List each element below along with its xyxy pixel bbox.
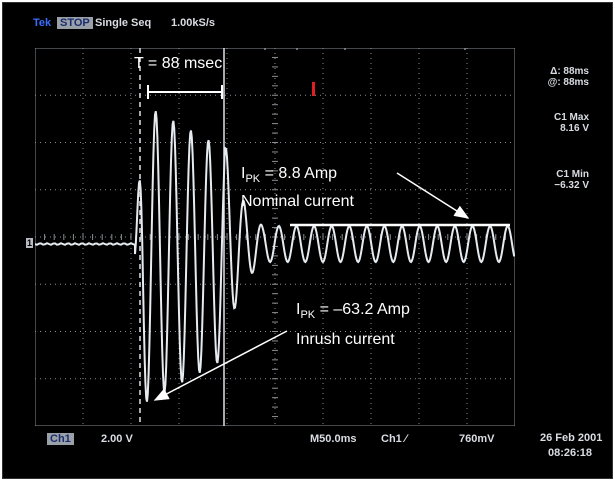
nominal-peak-label: IPK = 8.8 Amp bbox=[241, 165, 338, 186]
brand-logo: Tek bbox=[33, 17, 52, 29]
waveform-display bbox=[35, 48, 515, 426]
nominal-arrow bbox=[396, 172, 470, 219]
inrush-peak-label: IPK = –63.2 Amp bbox=[296, 301, 410, 322]
capture-date: 26 Feb 2001 bbox=[540, 432, 603, 444]
ch1-indicator: Ch1 bbox=[47, 433, 74, 445]
run-stop-status: STOP bbox=[57, 17, 93, 29]
c1-max-value: 8.16 V bbox=[560, 123, 589, 134]
cursor-delta-readout: Δ: 88ms bbox=[550, 66, 589, 77]
inrush-current-label: Inrush current bbox=[296, 331, 395, 348]
red-marker bbox=[312, 82, 315, 96]
trigger-source: Ch1 ∕ bbox=[381, 433, 407, 445]
period-bracket bbox=[147, 85, 223, 99]
c1-min-value: −6.32 V bbox=[554, 180, 589, 191]
nominal-current-label: Nominal current bbox=[241, 193, 354, 210]
timebase: M50.0ms bbox=[310, 433, 357, 445]
ch1-scale: 2.00 V bbox=[101, 433, 133, 445]
top-markers bbox=[264, 48, 466, 50]
c1-min-label: C1 Min bbox=[556, 169, 589, 180]
c1-max-label: C1 Max bbox=[553, 112, 589, 123]
trigger-level: 760mV bbox=[459, 433, 495, 445]
acquisition-mode: Single Seq bbox=[95, 17, 152, 29]
cursor-at-readout: @: 88ms bbox=[547, 77, 589, 88]
period-label: T = 88 msec bbox=[134, 55, 223, 72]
sample-rate: 1.00kS/s bbox=[171, 17, 216, 29]
ch1-ground-marker: 1 bbox=[26, 238, 34, 248]
capture-time: 08:26:18 bbox=[548, 447, 593, 459]
inrush-arrow bbox=[153, 330, 288, 401]
